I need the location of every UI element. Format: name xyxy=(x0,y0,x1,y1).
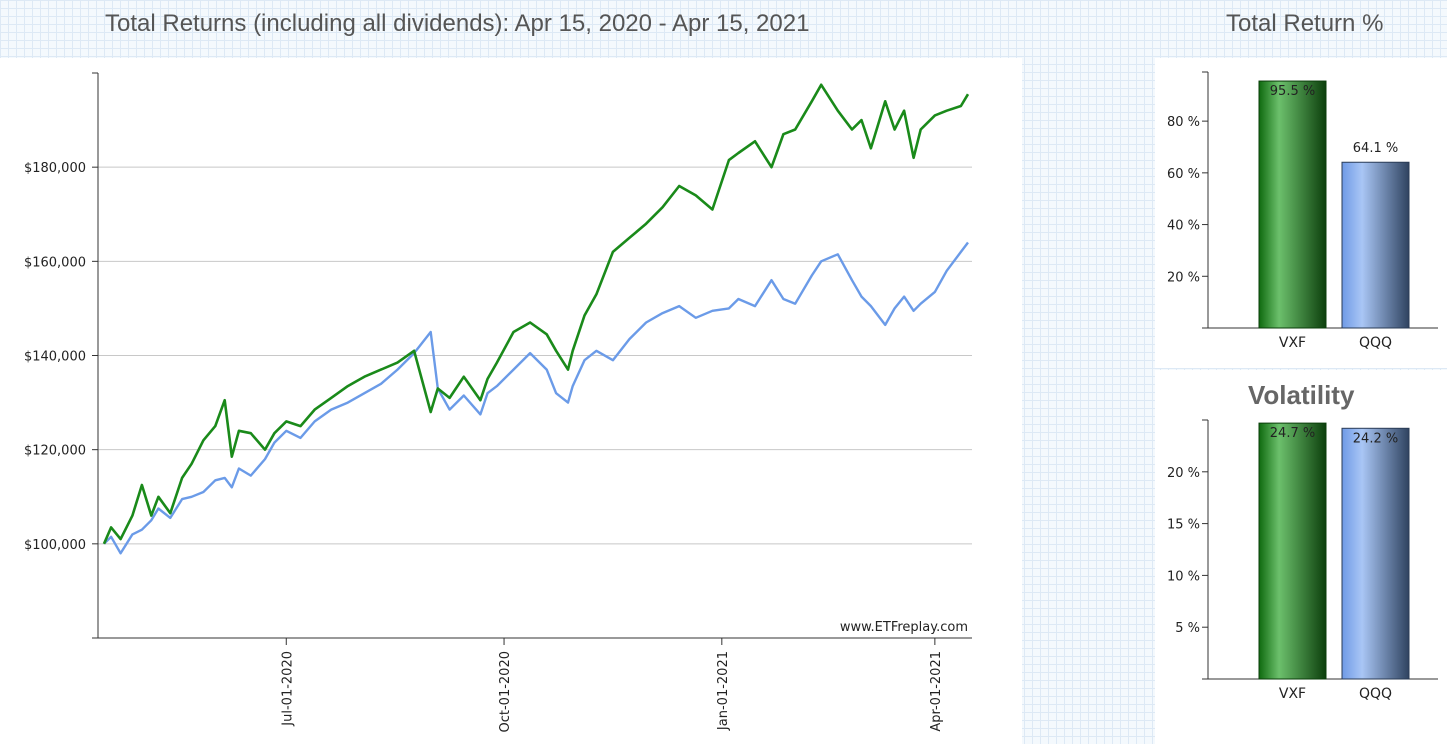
y-tick-label: $120,000 xyxy=(24,444,86,459)
bar-qqq xyxy=(1341,427,1410,680)
bar-value-label-vxf: 24.7 % xyxy=(1270,426,1315,441)
y-tick-label: $140,000 xyxy=(24,350,86,365)
bar-y-tick-label: 60 % xyxy=(1167,167,1200,182)
series-line-qqq xyxy=(103,241,969,555)
bar-category-label: QQQ xyxy=(1359,335,1392,351)
bar-category-label: QQQ xyxy=(1359,686,1392,702)
y-tick-label: $100,000 xyxy=(24,538,86,553)
x-tick-label: Jul-01-2020 xyxy=(280,651,295,727)
bar-y-tick-label: 40 % xyxy=(1167,219,1200,234)
bar-qqq xyxy=(1341,161,1410,329)
bar-y-tick-label: 80 % xyxy=(1167,115,1200,130)
x-tick-label: Oct-01-2020 xyxy=(498,651,513,733)
bar-vxf xyxy=(1258,422,1327,680)
bar-value-label-vxf: 95.5 % xyxy=(1270,84,1315,99)
bar-y-tick-label: 5 % xyxy=(1175,621,1200,636)
bar-value-label-qqq: 64.1 % xyxy=(1353,141,1398,156)
x-tick-label: Jan-01-2021 xyxy=(716,651,731,731)
bar-value-label-qqq: 24.2 % xyxy=(1353,431,1398,446)
bar-y-tick-label: 20 % xyxy=(1167,270,1200,285)
main-chart-panel xyxy=(0,58,1022,744)
bar-y-tick-label: 10 % xyxy=(1167,569,1200,584)
bar-category-label: VXF xyxy=(1279,335,1306,351)
x-tick-label: Apr-01-2021 xyxy=(929,651,944,732)
bar-y-tick-label: 15 % xyxy=(1167,518,1200,533)
bar-category-label: VXF xyxy=(1279,686,1306,702)
total-return-title: Total Return % xyxy=(1226,10,1384,37)
volatility-title: Volatility xyxy=(1248,380,1355,410)
bar-vxf xyxy=(1258,80,1327,329)
series-line-vxf xyxy=(102,83,970,545)
bar-y-tick-label: 20 % xyxy=(1167,466,1200,481)
watermark: www.ETFreplay.com xyxy=(840,620,968,635)
y-tick-label: $160,000 xyxy=(24,255,86,270)
main-chart-title: Total Returns (including all dividends):… xyxy=(105,10,810,37)
y-tick-label: $180,000 xyxy=(24,161,86,176)
